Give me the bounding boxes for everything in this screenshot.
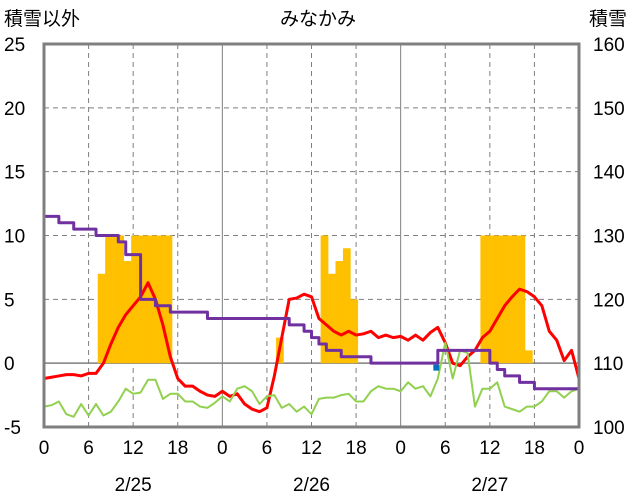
left-tick-label: 5 bbox=[4, 290, 15, 311]
series-line-積雪深 bbox=[44, 214, 579, 391]
precip-bar bbox=[339, 261, 344, 364]
plot-frame bbox=[42, 42, 581, 429]
x-tick-label: 0 bbox=[217, 438, 228, 459]
right-tick-label: 140 bbox=[593, 163, 625, 184]
precip-bar bbox=[108, 235, 113, 364]
precip-bar bbox=[350, 299, 355, 364]
precip-bar bbox=[101, 273, 106, 364]
chart-title: みなかみ bbox=[280, 9, 356, 30]
precip-bar bbox=[498, 235, 503, 364]
plot-border bbox=[42, 42, 581, 429]
precip-bar bbox=[480, 235, 485, 364]
x-tick-label: 6 bbox=[440, 438, 451, 459]
left-tick-label: 10 bbox=[4, 227, 25, 248]
x-tick-label: 0 bbox=[39, 438, 50, 459]
left-tick-label: 25 bbox=[4, 35, 25, 56]
precip-bar bbox=[342, 248, 347, 364]
precip-bar bbox=[524, 350, 529, 364]
precip-bar bbox=[164, 235, 169, 364]
data-marker bbox=[433, 364, 440, 371]
x-tick-label: 12 bbox=[123, 438, 144, 459]
series-lines bbox=[43, 214, 581, 418]
x-tick-label: 6 bbox=[83, 438, 94, 459]
x-tick-label: 18 bbox=[346, 438, 367, 459]
right-tick-label: 160 bbox=[593, 35, 625, 56]
precip-bar bbox=[324, 235, 329, 364]
right-tick-label: 150 bbox=[593, 99, 625, 120]
right-tick-label: 120 bbox=[593, 290, 625, 311]
x-tick-label: 12 bbox=[479, 438, 500, 459]
right-axis-title: 積雪 bbox=[589, 8, 627, 30]
precip-bar bbox=[513, 235, 518, 364]
precip-bar bbox=[335, 261, 340, 364]
date-label: 2/26 bbox=[293, 475, 330, 496]
series-line-気温 bbox=[43, 281, 581, 414]
precip-bar bbox=[354, 299, 359, 364]
precip-bar bbox=[328, 273, 333, 364]
left-tick-label: 0 bbox=[4, 354, 15, 375]
precip-bar bbox=[160, 235, 165, 364]
series-line-露点温度 bbox=[43, 341, 580, 418]
date-label: 2/25 bbox=[115, 475, 152, 496]
precip-bar bbox=[517, 235, 522, 364]
precip-bar bbox=[491, 235, 496, 364]
precip-bar bbox=[495, 235, 500, 364]
precip-bar bbox=[528, 350, 533, 364]
precip-bar bbox=[510, 235, 515, 364]
x-tick-label: 12 bbox=[301, 438, 322, 459]
x-tick-label: 18 bbox=[524, 438, 545, 459]
precip-bar bbox=[168, 235, 173, 364]
precip-bar bbox=[487, 235, 492, 364]
precip-bar bbox=[331, 273, 336, 364]
left-tick-label: 15 bbox=[4, 163, 25, 184]
precip-bar bbox=[346, 248, 351, 364]
precip-bar bbox=[97, 273, 102, 364]
x-tick-label: 6 bbox=[262, 438, 273, 459]
precip-bar bbox=[131, 235, 136, 364]
left-tick-label: -5 bbox=[4, 418, 21, 439]
right-tick-label: 130 bbox=[593, 227, 625, 248]
precip-bar bbox=[105, 235, 110, 364]
x-tick-label: 18 bbox=[167, 438, 188, 459]
left-axis-title: 積雪以外 bbox=[4, 8, 80, 30]
x-tick-label: 0 bbox=[395, 438, 406, 459]
right-tick-label: 110 bbox=[593, 354, 623, 375]
date-label: 2/27 bbox=[471, 475, 508, 496]
precip-bar bbox=[116, 235, 121, 364]
x-tick-label: 0 bbox=[574, 438, 585, 459]
left-tick-label: 20 bbox=[4, 99, 25, 120]
precip-bar bbox=[279, 337, 284, 364]
right-tick-label: 100 bbox=[593, 418, 625, 439]
precip-bar bbox=[112, 235, 117, 364]
precip-bar bbox=[120, 235, 125, 364]
precip-bar bbox=[521, 235, 526, 364]
precip-bar bbox=[502, 235, 507, 364]
precip-bar bbox=[484, 235, 489, 364]
precip-bar bbox=[320, 235, 325, 364]
precip-bar bbox=[157, 235, 162, 364]
precip-bar bbox=[123, 261, 128, 364]
